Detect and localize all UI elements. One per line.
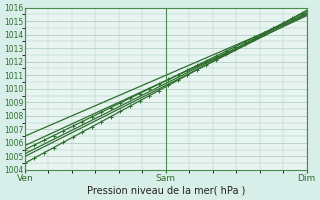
X-axis label: Pression niveau de la mer( hPa ): Pression niveau de la mer( hPa ): [87, 186, 245, 196]
